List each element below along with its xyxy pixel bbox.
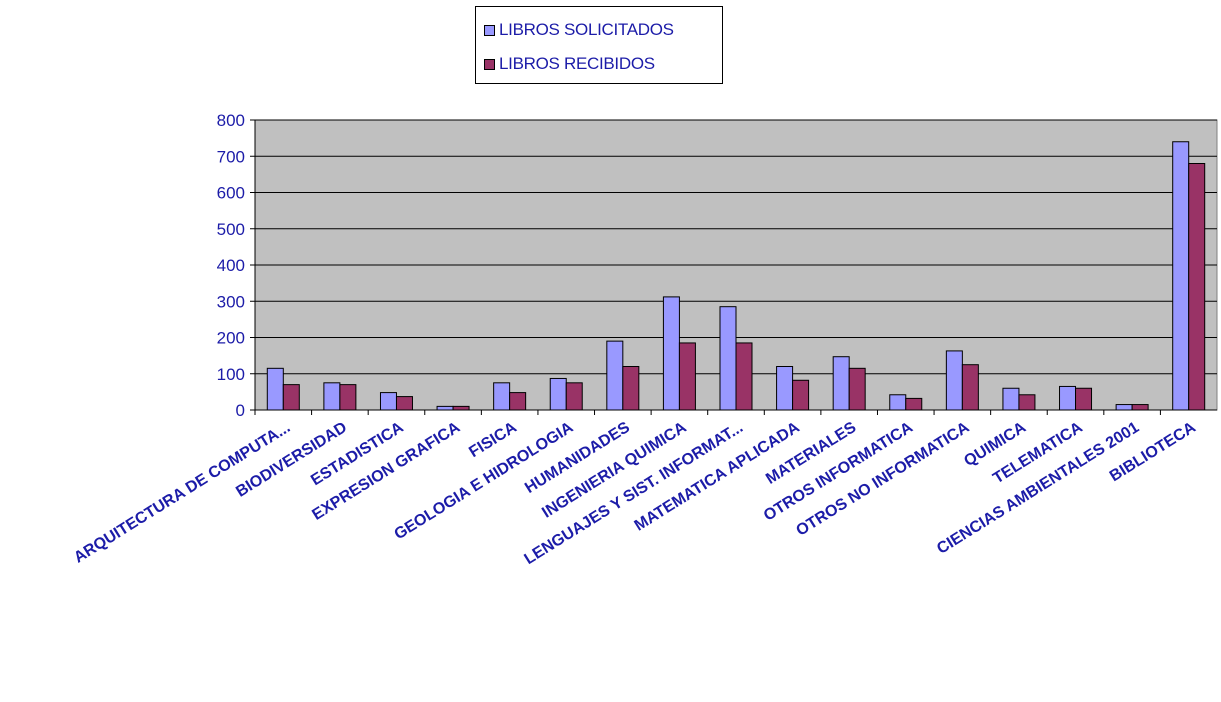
- bar-solicitados: [832, 356, 850, 411]
- bar-solicitados: [436, 405, 454, 411]
- bar-recibidos: [622, 366, 640, 411]
- bar-recibidos: [1188, 163, 1206, 411]
- bar-recibidos: [848, 367, 866, 411]
- bar-solicitados: [776, 366, 794, 411]
- bar-recibidos: [1131, 404, 1149, 411]
- bar-solicitados: [379, 392, 397, 411]
- y-tick-label: 0: [236, 401, 245, 420]
- bar-recibidos: [735, 342, 753, 411]
- bar-recibidos: [565, 382, 583, 411]
- bar-recibidos: [509, 392, 527, 411]
- bar-recibidos: [282, 384, 300, 411]
- y-tick-label: 200: [217, 329, 245, 348]
- y-tick-label: 300: [217, 292, 245, 311]
- legend-swatch-solicitados: [484, 24, 495, 36]
- bar-solicitados: [1059, 385, 1077, 411]
- y-tick-label: 100: [217, 365, 245, 384]
- bar-solicitados: [549, 377, 567, 411]
- y-tick-label: 600: [217, 184, 245, 203]
- bar-solicitados: [266, 367, 284, 411]
- bar-recibidos: [1075, 387, 1093, 411]
- y-tick-label: 800: [217, 111, 245, 130]
- legend-label-solicitados: LIBROS SOLICITADOS: [499, 20, 674, 39]
- bar-solicitados: [323, 382, 341, 411]
- legend-item-recibidos: LIBROS RECIBIDOS: [484, 54, 655, 74]
- bar-solicitados: [1115, 404, 1133, 411]
- y-tick-label: 700: [217, 147, 245, 166]
- bar-recibidos: [339, 384, 357, 411]
- bar-solicitados: [889, 394, 907, 411]
- bar-recibidos: [395, 396, 413, 411]
- legend-swatch-recibidos: [484, 58, 495, 70]
- bar-solicitados: [719, 306, 737, 411]
- legend-item-solicitados: LIBROS SOLICITADOS: [484, 20, 674, 40]
- bar-solicitados: [662, 296, 680, 411]
- chart-legend: LIBROS SOLICITADOS LIBROS RECIBIDOS: [475, 6, 723, 84]
- bar-solicitados: [1172, 141, 1190, 411]
- bar-solicitados: [493, 382, 511, 411]
- y-tick-label: 500: [217, 220, 245, 239]
- bar-solicitados: [606, 340, 624, 411]
- x-tick-label: ARQUITECTURA DE COMPUTA...: [71, 419, 293, 567]
- bar-recibidos: [905, 397, 923, 411]
- bar-recibidos: [1018, 394, 1036, 411]
- bar-recibidos: [792, 379, 810, 411]
- x-tick-label: CIENCIAS AMBIENTALES 2001: [934, 419, 1142, 558]
- bar-solicitados: [1002, 387, 1020, 411]
- bar-recibidos: [961, 364, 979, 411]
- bar-recibidos: [452, 405, 470, 411]
- bar-solicitados: [945, 350, 963, 411]
- y-tick-label: 400: [217, 256, 245, 275]
- legend-label-recibidos: LIBROS RECIBIDOS: [499, 54, 655, 73]
- bar-recibidos: [678, 342, 696, 411]
